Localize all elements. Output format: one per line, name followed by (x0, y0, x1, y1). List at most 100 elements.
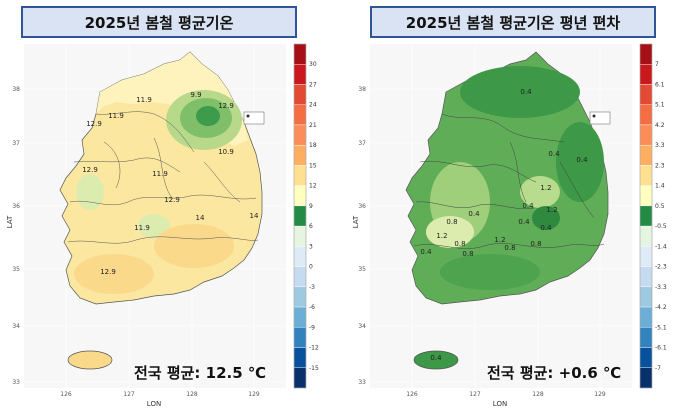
right-west-warmest-zone (426, 216, 474, 248)
right-legend-label: 5.1 (655, 102, 665, 109)
left-legend-swatch (293, 104, 307, 126)
right-map-title: 2025년 봄철 평균기온 평년 편차 (370, 6, 656, 38)
left-contour-label: 9.9 (190, 91, 201, 99)
right-legend-swatch (639, 64, 653, 85)
right-legend-label: 7 (655, 61, 659, 68)
left-contour-label: 12.9 (100, 268, 116, 276)
left-contour-label: 12.9 (86, 120, 102, 128)
right-legend-label: -7 (655, 365, 661, 372)
right-contour-labels: 0.40.40.41.20.40.40.81.20.80.41.21.20.8 0… (420, 88, 588, 362)
right-legend-swatch (639, 84, 653, 105)
right-anomaly-map: 0.40.40.41.20.40.40.81.20.80.41.21.20.8 0… (352, 43, 667, 408)
right-y-tick-36: 36 (358, 203, 366, 210)
left-legend-label: -15 (309, 365, 319, 372)
right-inland-warm-zone (520, 176, 560, 208)
left-national-average: 전국 평균: 12.5 ℃ (134, 364, 267, 382)
right-legend-swatch (639, 43, 653, 65)
left-inland-cool-zone (138, 214, 170, 238)
right-contour-label: 1.2 (540, 184, 551, 192)
left-legend-swatch (293, 64, 307, 85)
right-legend-label: -3.3 (655, 284, 667, 291)
right-legend-label: 6.1 (655, 81, 665, 88)
left-legend-label: -12 (309, 345, 319, 352)
right-legend-label: 4.2 (655, 122, 665, 129)
right-legend-label: -0.5 (655, 223, 667, 230)
right-contour-label: 0.8 (454, 240, 465, 248)
right-east-coast-zone (556, 122, 604, 202)
left-legend-swatch (293, 84, 307, 105)
left-legend-label: 24 (309, 102, 317, 109)
right-legend-label: -2.3 (655, 264, 667, 271)
left-legend-label: 6 (309, 223, 313, 230)
left-x-tick-127: 127 (123, 391, 135, 398)
left-contour-label: 11.9 (108, 112, 124, 120)
right-contour-lines (413, 113, 605, 249)
right-north-zone (460, 66, 580, 118)
left-x-tick-labels: 126 127 128 129 (60, 391, 260, 398)
right-legend-swatch (639, 225, 653, 247)
left-west-cool-zone (76, 174, 104, 210)
left-y-tick-38: 38 (12, 86, 20, 93)
left-y-tick-33: 33 (12, 379, 20, 386)
right-legend-swatch (639, 104, 653, 126)
right-color-legend: 7 6.1 5.1 4.2 3.3 2.3 1.4 0.5 -0.5 -1.4 -2.3 -3.3 -4… (639, 43, 667, 389)
right-national-average: 전국 평균: +0.6 ℃ (487, 364, 622, 382)
left-south-warm-zone (154, 224, 234, 268)
right-y-tick-labels: 33 34 35 36 37 38 (358, 86, 366, 386)
right-legend-swatch (639, 144, 653, 166)
right-contour-label: 0.4 (518, 218, 530, 226)
right-x-tick-127: 127 (469, 391, 481, 398)
left-legend-swatch (293, 266, 307, 288)
right-legend-swatch (639, 347, 653, 368)
left-contour-label: 11.9 (152, 170, 168, 178)
right-inset-marker (592, 114, 596, 118)
right-south-zone (440, 254, 540, 290)
left-legend-swatch (293, 144, 307, 166)
left-legend-label: 21 (309, 122, 317, 129)
right-legend-swatch (639, 246, 653, 267)
left-legend-swatch (293, 43, 307, 65)
right-legend-label: -4.2 (655, 304, 667, 311)
right-legend-swatch (639, 367, 653, 389)
right-contour-label: 0.8 (530, 240, 541, 248)
left-x-axis-title: LON (147, 400, 161, 408)
left-y-tick-36: 36 (12, 203, 20, 210)
left-legend-swatch (293, 367, 307, 389)
right-contour-label: 0.4 (540, 224, 552, 232)
left-legend-swatch (293, 306, 307, 328)
right-legend-swatch (639, 327, 653, 348)
left-y-tick-37: 37 (12, 140, 20, 147)
left-legend-label: 30 (309, 61, 317, 68)
left-temperature-map: 11.9 12.9 9.9 12.9 11.9 11.9 10.9 12.9 14 11.9 12.… (6, 43, 319, 408)
left-legend-swatch (293, 225, 307, 247)
left-map-title: 2025년 봄철 평균기온 (21, 6, 297, 38)
left-legend-swatch (293, 124, 307, 146)
left-legend-swatch (293, 185, 307, 207)
right-inset-box (589, 111, 611, 125)
right-legend-swatch (639, 124, 653, 146)
left-x-tick-129: 129 (248, 391, 260, 398)
left-contour-label: 14 (196, 214, 205, 222)
left-contour-label: 11.9 (134, 224, 150, 232)
right-legend-label: 0.5 (655, 203, 665, 210)
left-jeju-island (67, 350, 113, 370)
right-jeju-island (413, 350, 459, 370)
left-legend-label: -3 (309, 284, 315, 291)
left-contour-label: 11.9 (136, 96, 152, 104)
left-contour-lines (67, 111, 259, 244)
left-legend-swatch (293, 205, 307, 227)
right-x-tick-126: 126 (406, 391, 418, 398)
left-x-tick-126: 126 (60, 391, 72, 398)
left-inset-marker (246, 114, 250, 118)
left-mountain-coldest (196, 106, 220, 126)
right-legend-swatch (639, 286, 653, 308)
right-legend-label: -1.4 (655, 243, 667, 250)
left-y-tick-labels: 33 34 35 36 37 38 (12, 86, 20, 386)
right-contour-label: 1.2 (436, 232, 447, 240)
left-contour-label: 12.9 (218, 102, 234, 110)
left-legend-swatch (293, 246, 307, 267)
right-contour-label: 0.4 (520, 88, 532, 96)
right-contour-label: 0.4 (522, 202, 534, 210)
right-legend-frame (639, 43, 653, 389)
